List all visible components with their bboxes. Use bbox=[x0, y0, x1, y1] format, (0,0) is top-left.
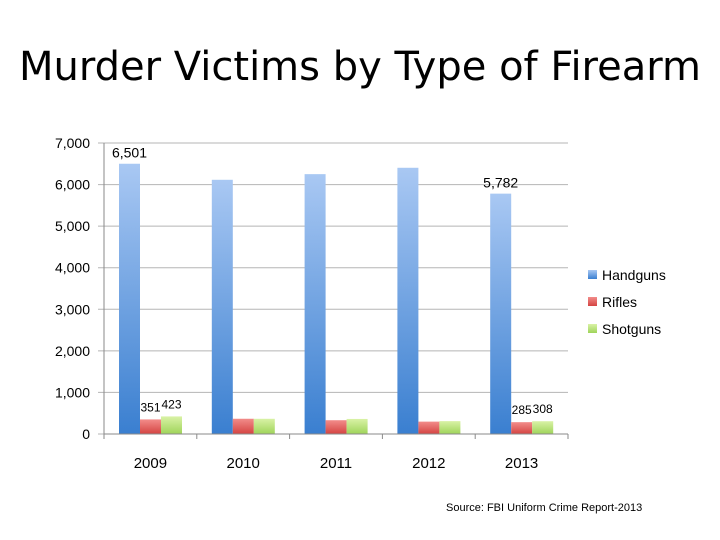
bar-rifles-2013 bbox=[511, 422, 533, 434]
bar-shotguns-2009 bbox=[161, 416, 182, 434]
y-tick-label: 0 bbox=[82, 426, 90, 442]
y-tick-label: 7,000 bbox=[55, 135, 90, 151]
data-label: 351 bbox=[140, 400, 160, 414]
legend-swatch-handguns bbox=[588, 270, 597, 279]
source-note: Source: FBI Uniform Crime Report-2013 bbox=[446, 502, 643, 514]
bar-shotguns-2012 bbox=[439, 421, 461, 434]
bar-rifles-2010 bbox=[232, 418, 254, 434]
bar-rifles-2011 bbox=[325, 420, 347, 434]
data-labels: 6,501 5,782 351 423 285 308 bbox=[112, 145, 553, 417]
bars bbox=[119, 163, 554, 435]
chart-title: Murder Victims by Type of Firearm bbox=[19, 44, 701, 90]
data-label: 5,782 bbox=[483, 175, 518, 191]
bar-handguns-2010 bbox=[211, 179, 233, 434]
data-label: 423 bbox=[161, 397, 181, 411]
data-label: 6,501 bbox=[112, 145, 147, 161]
y-tick-label: 4,000 bbox=[55, 260, 90, 276]
bar-shotguns-2010 bbox=[253, 418, 275, 434]
y-tick-label: 5,000 bbox=[55, 218, 90, 234]
data-label: 308 bbox=[533, 402, 553, 416]
x-category-label: 2009 bbox=[134, 455, 167, 472]
x-axis bbox=[103, 143, 569, 439]
bar-handguns-2012 bbox=[397, 167, 419, 435]
bar-rifles-2009 bbox=[140, 419, 161, 434]
legend-label-rifles: Rifles bbox=[602, 294, 637, 310]
bar-shotguns-2011 bbox=[346, 418, 368, 434]
x-category-label: 2012 bbox=[412, 455, 445, 472]
y-tick-label: 2,000 bbox=[55, 343, 90, 359]
bar-shotguns-2013 bbox=[532, 421, 554, 434]
bar-handguns-2013 bbox=[490, 193, 512, 434]
legend-swatch-rifles bbox=[588, 297, 597, 306]
x-category-label: 2010 bbox=[227, 455, 260, 472]
legend-label-handguns: Handguns bbox=[602, 267, 666, 283]
legend-label-shotguns: Shotguns bbox=[602, 321, 661, 337]
bar-handguns-2011 bbox=[304, 174, 326, 434]
x-axis-categories: 2009 2010 2011 2012 2013 bbox=[134, 455, 539, 472]
x-category-label: 2013 bbox=[505, 455, 538, 472]
y-tick-label: 6,000 bbox=[55, 177, 90, 193]
legend-swatch-shotguns bbox=[588, 324, 597, 333]
y-axis-ticks: 0 1,000 2,000 3,000 4,000 5,000 6,000 7,000 bbox=[55, 135, 90, 442]
bar-rifles-2012 bbox=[418, 421, 440, 434]
data-label: 285 bbox=[512, 403, 532, 417]
y-tick-label: 1,000 bbox=[55, 384, 90, 400]
bar-handguns-2009 bbox=[119, 163, 140, 434]
x-category-label: 2011 bbox=[320, 455, 352, 472]
y-tick-label: 3,000 bbox=[55, 301, 90, 317]
legend: Handguns Rifles Shotguns bbox=[588, 267, 666, 337]
